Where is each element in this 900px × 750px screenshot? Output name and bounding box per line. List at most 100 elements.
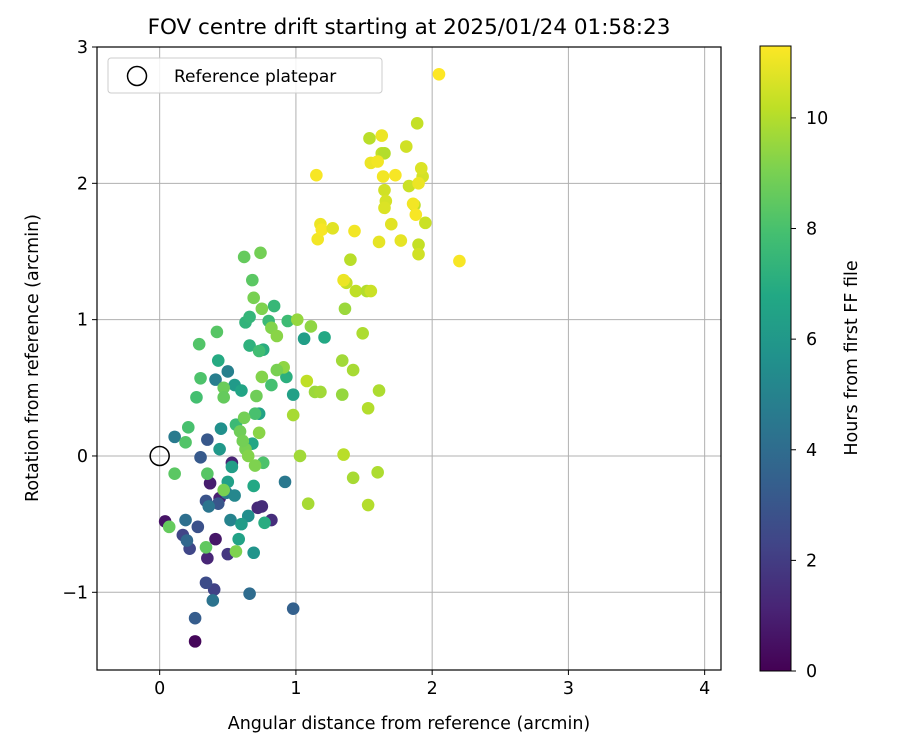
data-point: [243, 587, 256, 600]
data-point: [337, 273, 350, 287]
data-point: [335, 388, 349, 401]
data-point: [412, 177, 425, 190]
data-point: [233, 425, 247, 438]
data-point: [265, 378, 278, 392]
data-point: [252, 344, 266, 358]
data-point: [225, 460, 239, 474]
x-tick-label: 2: [427, 679, 438, 699]
legend-label-reference: Reference platepar: [174, 67, 336, 87]
data-point: [203, 476, 217, 490]
data-point: [348, 224, 361, 238]
data-point: [286, 602, 300, 615]
data-point: [168, 430, 181, 444]
data-point: [252, 426, 266, 440]
data-point: [375, 129, 389, 142]
data-point: [243, 339, 256, 352]
data-point: [346, 471, 360, 485]
colorbar-label: Hours from first FF file: [842, 260, 862, 455]
data-point: [201, 467, 214, 480]
data-point: [247, 291, 260, 305]
data-point: [243, 310, 256, 324]
data-point: [301, 497, 315, 510]
data-point: [210, 325, 224, 339]
data-point: [188, 635, 202, 648]
data-point: [188, 611, 202, 625]
data-point: [179, 436, 192, 449]
data-point: [410, 117, 424, 130]
data-point: [270, 329, 284, 343]
data-point: [181, 421, 195, 434]
data-point: [394, 234, 408, 247]
data-point: [191, 520, 205, 534]
data-point: [255, 500, 269, 513]
data-point: [179, 513, 192, 527]
data-point: [258, 516, 271, 530]
data-point: [190, 391, 203, 404]
data-point: [228, 489, 241, 502]
data-point: [229, 545, 243, 558]
data-point: [432, 67, 446, 81]
data-point: [378, 183, 391, 197]
grid-lines: [97, 46, 721, 670]
data-point: [201, 433, 214, 446]
reference-platepar-marker: [149, 445, 170, 467]
data-point: [168, 467, 181, 480]
x-tick-label: 3: [563, 679, 574, 699]
data-point: [363, 132, 376, 145]
data-point: [414, 162, 428, 175]
data-point: [280, 370, 293, 384]
data-point: [293, 449, 307, 463]
data-point: [267, 299, 281, 313]
data-point: [297, 332, 311, 346]
data-point: [248, 407, 262, 421]
data-point: [202, 500, 216, 513]
x-tick-label: 4: [699, 679, 710, 699]
data-point: [217, 391, 231, 404]
data-point: [217, 381, 231, 395]
data-point: [412, 247, 425, 261]
data-point: [211, 497, 225, 510]
colorbar-tick-label: 2: [806, 551, 817, 571]
y-tick-label: −1: [62, 583, 88, 603]
data-point: [248, 459, 262, 472]
data-point: [361, 498, 375, 512]
data-point: [255, 370, 269, 384]
y-tick-label: 2: [77, 174, 88, 194]
data-point: [209, 373, 222, 386]
data-point: [194, 451, 207, 464]
y-tick-label: 1: [77, 311, 88, 331]
data-point: [318, 331, 331, 344]
data-point: [214, 422, 228, 436]
data-point: [356, 326, 369, 340]
data-point: [453, 254, 466, 268]
colorbar-tick-label: 4: [806, 441, 817, 461]
data-point: [209, 532, 222, 546]
data-point: [199, 541, 213, 554]
y-axis-label: Rotation from reference (arcmin): [23, 214, 43, 502]
data-point: [224, 513, 237, 527]
data-point: [213, 442, 226, 456]
data-point: [419, 216, 432, 230]
colorbar-tick-label: 6: [806, 330, 817, 350]
data-point: [311, 232, 325, 246]
data-point: [349, 284, 363, 298]
data-point: [199, 576, 213, 590]
data-point: [344, 253, 357, 266]
data-point: [236, 434, 250, 448]
data-point: [270, 363, 284, 377]
data-point: [326, 222, 340, 235]
data-point: [254, 246, 267, 260]
legend-box: [107, 57, 383, 94]
data-point: [361, 401, 375, 415]
data-point: [237, 250, 251, 264]
data-point: [315, 223, 329, 236]
data-point: [235, 517, 248, 531]
data-point: [300, 374, 314, 388]
plot-frame: [96, 46, 722, 671]
data-point: [201, 551, 214, 565]
data-point: [286, 388, 300, 401]
data-point: [314, 385, 327, 399]
data-point: [338, 302, 352, 316]
y-tick-label: 0: [77, 447, 88, 467]
